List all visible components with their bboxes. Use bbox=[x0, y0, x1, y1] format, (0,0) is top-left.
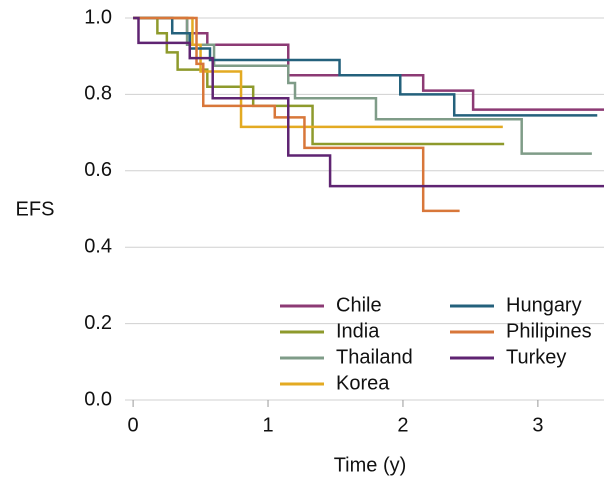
survival-line bbox=[133, 16, 505, 146]
y-tick-label: 1.0 bbox=[84, 6, 112, 28]
y-tick-label: 0.6 bbox=[84, 159, 112, 181]
x-tick-label: 2 bbox=[397, 414, 408, 436]
x-tick-label: 3 bbox=[532, 414, 543, 436]
legend-label: India bbox=[336, 320, 380, 342]
y-tick-label: 0.0 bbox=[84, 388, 112, 410]
y-tick-label: 0.4 bbox=[84, 235, 112, 257]
y-tick-label: 0.8 bbox=[84, 83, 112, 105]
legend-label: Turkey bbox=[506, 346, 566, 368]
y-tick-label: 0.2 bbox=[84, 312, 112, 334]
survival-line bbox=[133, 16, 460, 213]
x-tick-label: 1 bbox=[262, 414, 273, 436]
legend-label: Chile bbox=[336, 294, 382, 316]
survival-line bbox=[133, 16, 598, 117]
y-axis-title: EFS bbox=[16, 198, 55, 220]
x-tick-label: 0 bbox=[128, 414, 139, 436]
survival-line bbox=[133, 16, 604, 188]
legend-label: Korea bbox=[336, 372, 390, 394]
x-axis-title: Time (y) bbox=[334, 454, 407, 476]
legend-label: Thailand bbox=[336, 346, 413, 368]
legend-label: Hungary bbox=[506, 294, 582, 316]
survival-line bbox=[133, 16, 592, 155]
legend-label: Philipines bbox=[506, 320, 592, 342]
